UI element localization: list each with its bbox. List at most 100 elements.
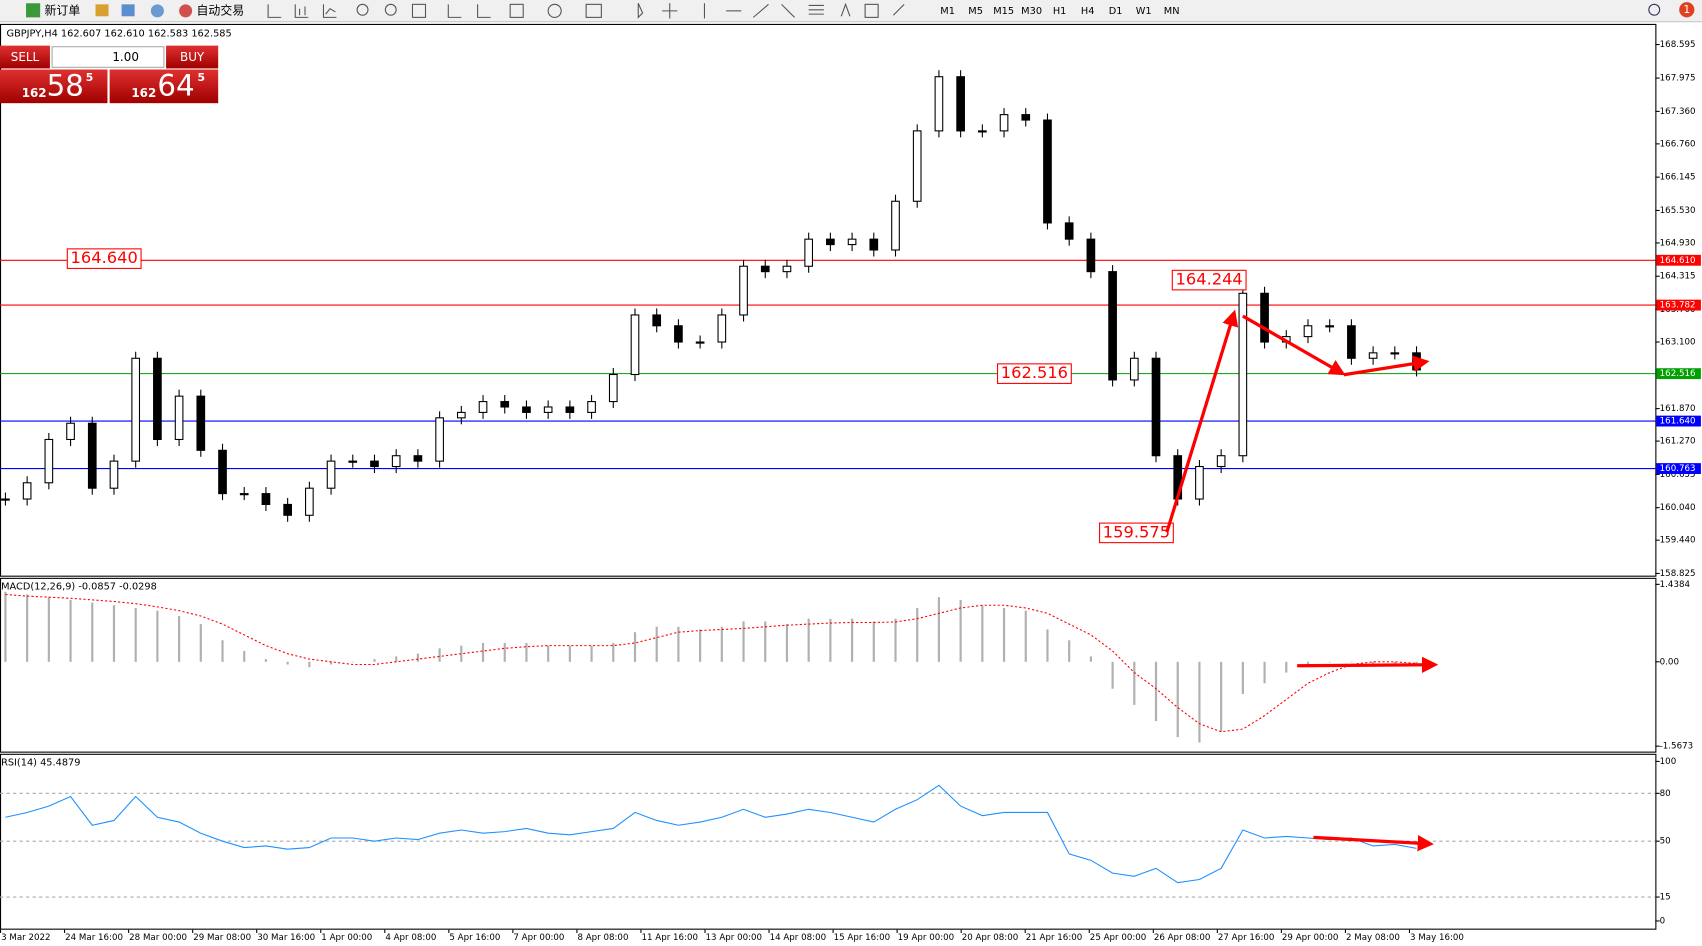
- lot-input[interactable]: [51, 46, 165, 68]
- macd-bar: [872, 621, 875, 662]
- toolbar-bg: [0, 0, 1702, 22]
- macd-bar: [264, 659, 268, 662]
- macd-bar: [395, 656, 398, 662]
- macd-bar: [1002, 607, 1006, 662]
- level-tag: [1656, 368, 1701, 380]
- candle-body: [739, 265, 748, 316]
- time-label: 19 Apr 00:00: [898, 933, 955, 943]
- macd-bar: [894, 618, 897, 662]
- icon[interactable]: [150, 4, 164, 18]
- candle-body: [218, 449, 227, 495]
- time-label: 27 Apr 16:00: [1218, 933, 1275, 943]
- time-label: 14 Apr 08:00: [770, 933, 827, 943]
- search[interactable]: [1648, 3, 1661, 16]
- time-label: 28 Mar 00:00: [129, 933, 187, 943]
- candle-body: [977, 130, 987, 133]
- icon[interactable]: [121, 4, 135, 17]
- rsi-line: [5, 784, 1417, 884]
- period[interactable]: H4: [1081, 6, 1095, 17]
- candle-body: [326, 460, 336, 489]
- candle-body: [239, 493, 249, 496]
- lot-value[interactable]: 1.00: [112, 50, 139, 64]
- candle-body: [1216, 455, 1226, 468]
- candle-body: [391, 455, 401, 468]
- macd-bar: [199, 624, 202, 662]
- macd-bar: [937, 597, 941, 662]
- level-label: 161.640: [1660, 417, 1696, 427]
- period[interactable]: M15: [993, 6, 1014, 17]
- price-annotation: 159.575: [1103, 522, 1170, 541]
- candle-body: [87, 422, 97, 489]
- macd-title: MACD(12,26,9) -0.0857 -0.0298: [1, 581, 157, 592]
- buy-pips: 64: [157, 68, 194, 102]
- macd-bar: [1241, 661, 1244, 695]
- period-buttons[interactable]: M1 M5 M15 M30 H1 H4 D1 W1 MN: [940, 6, 1179, 17]
- macd-bar: [1024, 610, 1027, 662]
- notification-badge[interactable]: [1679, 2, 1695, 18]
- sell-label[interactable]: SELL: [11, 50, 40, 64]
- period[interactable]: M1: [940, 6, 955, 17]
- time-label: 20 Apr 08:00: [962, 933, 1019, 943]
- time-label: 11 Apr 16:00: [642, 933, 699, 943]
- price-label: 161.270: [1660, 437, 1696, 447]
- candle-body: [608, 373, 618, 403]
- candle-body: [66, 422, 75, 441]
- macd-bar: [764, 621, 767, 662]
- sell-pips: 58: [47, 68, 84, 102]
- buy-button[interactable]: [166, 45, 219, 69]
- buy-big: 162: [131, 86, 156, 100]
- price-panel: [0, 23, 1657, 577]
- macd-bar: [785, 624, 789, 662]
- period[interactable]: W1: [1136, 6, 1152, 17]
- new-order[interactable]: 新订单: [45, 2, 81, 17]
- time-label: 15 Apr 16:00: [834, 933, 891, 943]
- macd-bar: [91, 602, 94, 662]
- candle-body: [652, 314, 662, 327]
- time-label: 3 Mar 2022: [1, 933, 50, 943]
- time-label: 5 Apr 16:00: [449, 933, 500, 943]
- macd-bar: [633, 632, 637, 662]
- macd-bar: [1263, 661, 1266, 684]
- macd-bar: [243, 651, 246, 662]
- period[interactable]: M5: [968, 6, 983, 17]
- macd-bar: [699, 629, 702, 662]
- macd-bar: [1350, 661, 1353, 663]
- level-label: 162.516: [1660, 369, 1696, 379]
- candle-body: [522, 406, 531, 413]
- candle-body: [1195, 466, 1204, 500]
- macd-tick-label: 1.4384: [1660, 580, 1691, 590]
- period[interactable]: H1: [1053, 6, 1067, 17]
- tool-icons[interactable]: [267, 2, 905, 19]
- candle-body: [44, 438, 54, 484]
- candle-body: [1108, 271, 1117, 381]
- candle-body: [1390, 352, 1400, 355]
- candle-body: [587, 401, 596, 413]
- notification-count: 1: [1683, 3, 1690, 16]
- icon[interactable]: [95, 4, 109, 17]
- buy-price[interactable]: [109, 69, 219, 104]
- sell-big: 162: [22, 86, 47, 100]
- candle-body: [543, 406, 553, 413]
- macd-bar: [720, 626, 723, 662]
- sell-button[interactable]: [0, 45, 50, 69]
- candle-body: [1086, 238, 1096, 273]
- price-label: 167.975: [1660, 74, 1696, 84]
- annotation-box: [66, 248, 142, 269]
- macd-bar: [438, 648, 441, 662]
- rsi-tick-label: 15: [1660, 893, 1671, 903]
- candle-body: [804, 238, 814, 267]
- annotation-box: [1171, 269, 1247, 291]
- buy-label[interactable]: BUY: [180, 50, 205, 64]
- auto-trading[interactable]: 自动交易: [196, 2, 244, 17]
- period[interactable]: D1: [1109, 6, 1123, 17]
- new-order-icon[interactable]: [26, 3, 41, 18]
- sell-price[interactable]: [0, 69, 108, 104]
- macd-bar: [1046, 629, 1049, 662]
- period[interactable]: M30: [1021, 6, 1042, 17]
- period[interactable]: MN: [1164, 6, 1180, 17]
- macd-tick-label: 0.00: [1660, 657, 1679, 667]
- auto-trading-icon[interactable]: [179, 4, 193, 18]
- time-label: 2 May 08:00: [1346, 933, 1400, 943]
- price-label: 166.760: [1660, 139, 1696, 149]
